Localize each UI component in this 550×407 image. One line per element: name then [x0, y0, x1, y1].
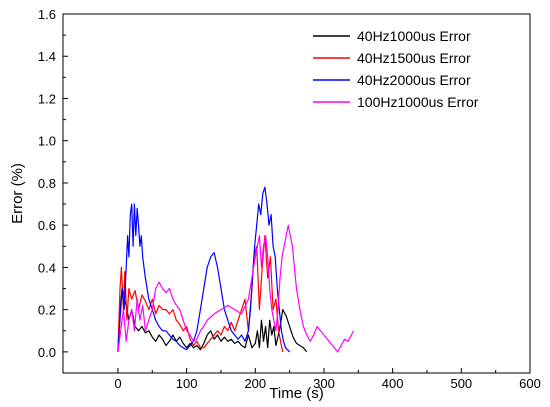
x-axis-title: Time (s) — [269, 385, 323, 402]
plot-frame — [62, 13, 531, 374]
x-tick-label: 0 — [114, 376, 121, 391]
x-tick-label: 200 — [244, 376, 266, 391]
legend-label: 100Hz1000us Error — [357, 94, 479, 110]
y-tick-label: 1.6 — [38, 7, 56, 22]
series-line-1 — [117, 287, 308, 353]
series-line-3 — [117, 186, 291, 353]
y-tick-label: 0.4 — [38, 260, 56, 275]
ticks-layer: 0 100 200 300 400 500 600 0.0 0.2 0.4 0.6 0.8 1.0 1.2… — [38, 7, 541, 391]
y-tick-label: 0.6 — [38, 218, 56, 233]
x-tick-label: 400 — [382, 376, 404, 391]
x-tick-label: 500 — [450, 376, 472, 391]
y-tick-label: 0.8 — [38, 176, 56, 191]
y-tick-label: 1.2 — [38, 91, 56, 106]
series-line-4 — [117, 224, 355, 353]
legend-label: 40Hz1000us Error — [357, 28, 471, 44]
x-tick-label: 600 — [519, 376, 541, 391]
x-tick-label: 300 — [313, 376, 335, 391]
series-layer — [117, 186, 355, 353]
y-tick-label: 1.4 — [38, 49, 56, 64]
legend-label: 40Hz1500us Error — [357, 50, 471, 66]
y-tick-label: 0.2 — [38, 303, 56, 318]
y-tick-label: 0.0 — [38, 345, 56, 360]
y-axis-title: Error (%) — [9, 163, 26, 224]
legend: 40Hz1000us Error 40Hz1500us Error 40Hz2000… — [313, 28, 479, 110]
legend-label: 40Hz2000us Error — [357, 72, 471, 88]
y-tick-label: 1.0 — [38, 134, 56, 149]
x-tick-label: 100 — [176, 376, 198, 391]
